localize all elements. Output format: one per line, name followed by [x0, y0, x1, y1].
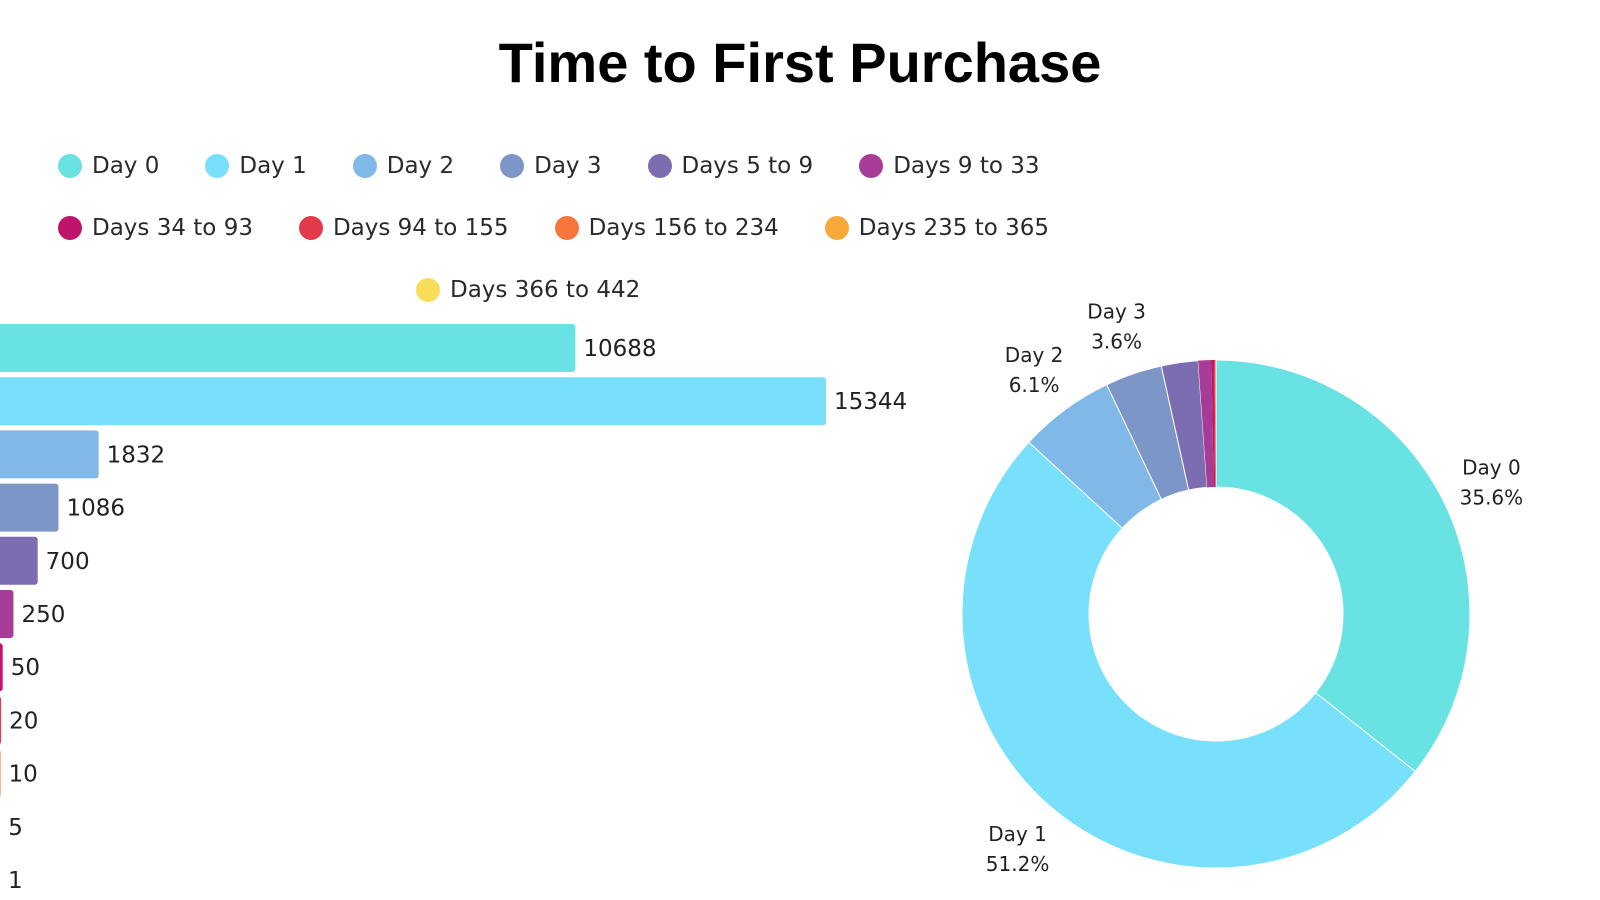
- legend-swatch: [554, 216, 579, 240]
- pie-slice-label: Day 2: [1005, 343, 1064, 367]
- bar: [0, 643, 3, 692]
- legend-label: Days 5 to 9: [681, 153, 814, 179]
- pie-slice-percent: 35.6%: [1460, 486, 1524, 510]
- legend-swatch: [500, 154, 525, 178]
- pie-slice-label: Day 1: [988, 822, 1047, 846]
- legend-label: Days 235 to 365: [858, 215, 1050, 241]
- bar-value-label: 20: [9, 708, 38, 734]
- pie-slice-label: Day 0: [1462, 456, 1521, 480]
- legend-item: Day 2: [352, 153, 455, 179]
- legend-swatch: [647, 154, 672, 178]
- legend-label: Days 9 to 33: [893, 153, 1040, 179]
- pie-slice: [1215, 360, 1216, 488]
- bar-value-label: 1086: [66, 496, 125, 522]
- pie-slice-percent: 6.1%: [1009, 373, 1060, 397]
- legend-label: Day 2: [386, 153, 455, 179]
- bar-value-label: 10688: [583, 336, 656, 362]
- legend-swatch: [58, 216, 82, 240]
- legend-swatch: [416, 278, 440, 302]
- legend-swatch: [859, 154, 884, 178]
- pie-slice-percent: 51.2%: [986, 852, 1050, 876]
- pie-slice: [1198, 360, 1214, 488]
- legend-row: Days 366 to 442: [0, 259, 1040, 321]
- legend-label: Days 34 to 93: [92, 215, 253, 241]
- legend-item: Days 366 to 442: [416, 277, 640, 303]
- bar-value-label: 10: [9, 762, 38, 788]
- bar: [0, 377, 826, 426]
- legend-swatch: [298, 216, 323, 240]
- legend-item: Day 0: [58, 153, 159, 179]
- bar: [0, 324, 576, 372]
- chart-title: Time to First Purchase: [498, 31, 1102, 94]
- bar-value-label: 5: [8, 815, 23, 841]
- legend-item: Days 34 to 93: [58, 215, 253, 241]
- pie-slice: [961, 441, 1416, 869]
- pie-slice: [1214, 360, 1216, 488]
- pie-slice: [1160, 360, 1208, 491]
- legend-row: Days 34 to 93 Days 94 to 155 Days 156 to 2…: [0, 197, 1049, 259]
- bar: [0, 430, 99, 479]
- legend-item: Day 3: [500, 153, 602, 179]
- legend-label: Days 94 to 155: [332, 215, 509, 241]
- pie-slice-percent: 3.6%: [1091, 330, 1142, 354]
- bar-value-label: 50: [11, 655, 40, 681]
- pie-slice: [1215, 359, 1471, 773]
- bar: [0, 590, 14, 638]
- bar-value-label: 1: [8, 868, 23, 894]
- legend: Day 0 Day 1 Day 2 Day 3 Days 5 to 9 Days 9 to…: [0, 135, 1049, 321]
- pie-slice-label: Day 3: [1087, 300, 1146, 324]
- legend-label: Day 3: [534, 153, 602, 179]
- bar: [0, 750, 1, 797]
- legend-label: Days 366 to 442: [450, 277, 641, 303]
- bar: [0, 536, 38, 585]
- legend-swatch: [205, 154, 230, 178]
- bar-value-label: 1832: [107, 442, 166, 468]
- legend-item: Days 235 to 365: [824, 215, 1050, 241]
- legend-swatch: [824, 216, 849, 240]
- bar-value-label: 700: [46, 549, 90, 575]
- legend-item: Day 1: [205, 153, 307, 179]
- bar-value-label: 250: [21, 602, 65, 628]
- legend-item: Days 5 to 9: [647, 153, 814, 179]
- legend-item: Days 9 to 33: [859, 153, 1040, 179]
- bar: [0, 483, 59, 532]
- bar-value-label: 15344: [834, 389, 907, 415]
- legend-row: Day 0 Day 1 Day 2 Day 3 Days 5 to 9 Days 9 to…: [0, 135, 1040, 197]
- bar: [0, 696, 2, 744]
- legend-label: Days 156 to 234: [588, 215, 779, 241]
- legend-item: Days 94 to 155: [298, 215, 509, 241]
- pie-slice: [1211, 360, 1216, 488]
- legend-label: Day 1: [239, 153, 307, 179]
- legend-swatch: [352, 154, 377, 178]
- legend-label: Day 0: [92, 153, 160, 179]
- legend-item: Days 156 to 234: [554, 215, 779, 241]
- legend-swatch: [58, 154, 82, 178]
